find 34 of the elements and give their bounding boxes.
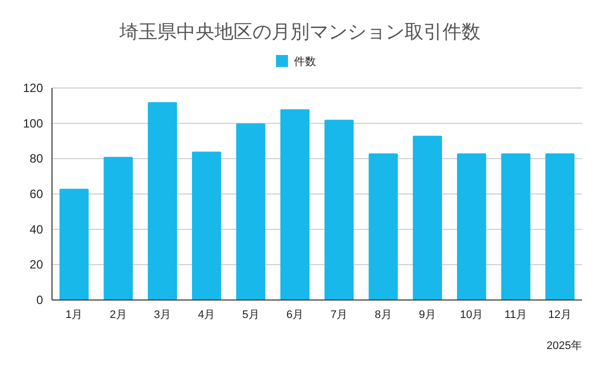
x-tick-label: 1月 xyxy=(66,309,83,321)
bar xyxy=(412,136,442,300)
y-tick-label: 80 xyxy=(30,152,44,166)
x-tick-label: 7月 xyxy=(330,309,348,321)
bar xyxy=(104,156,133,300)
x-axis-title: 2025年 xyxy=(546,340,582,352)
x-tick-label: 11月 xyxy=(504,309,527,321)
x-tick-label: 4月 xyxy=(198,309,216,321)
x-tick-label: 10月 xyxy=(460,309,484,321)
y-tick-label: 120 xyxy=(22,81,44,95)
bar xyxy=(324,120,354,300)
y-tick-label: 60 xyxy=(30,187,44,201)
chart-title: 埼玉県中央地区の月別マンション取引件数 xyxy=(118,22,480,43)
x-tick-label: 8月 xyxy=(374,309,392,321)
x-tick-label: 6月 xyxy=(286,309,304,321)
bar xyxy=(368,153,398,300)
bar xyxy=(148,102,177,300)
x-tick-label: 12月 xyxy=(548,309,572,321)
x-tick-label: 3月 xyxy=(154,309,171,321)
legend-label: 件数 xyxy=(294,56,316,68)
bar xyxy=(60,188,89,300)
y-tick-label: 40 xyxy=(30,222,44,236)
x-tick-label: 2月 xyxy=(110,309,127,321)
y-tick-label: 20 xyxy=(30,258,44,272)
bar xyxy=(236,123,266,300)
bar xyxy=(280,109,310,300)
bar xyxy=(192,152,222,300)
bar xyxy=(457,153,486,300)
bar xyxy=(501,153,530,300)
x-tick-label: 5月 xyxy=(242,309,260,321)
y-tick-label: 0 xyxy=(36,293,44,307)
x-tick-label: 9月 xyxy=(418,309,436,321)
y-tick-label: 100 xyxy=(22,116,44,130)
bar xyxy=(545,153,574,300)
